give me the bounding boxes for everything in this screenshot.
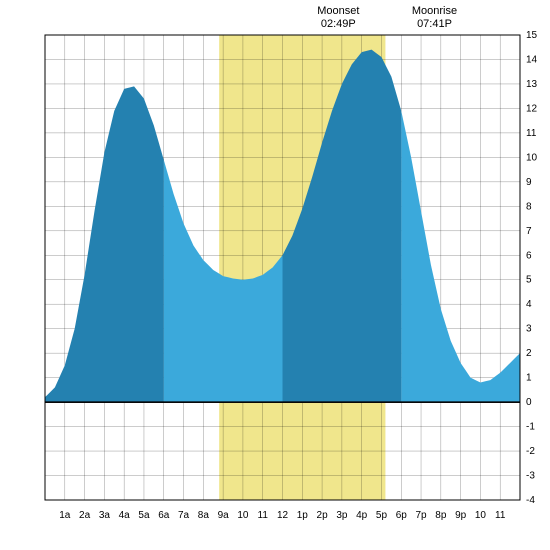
y-tick-label: 14 bbox=[526, 54, 538, 65]
tide-chart: 1514131211109876543210-1-2-3-41a2a3a4a5a… bbox=[0, 0, 550, 550]
x-tick-label: 10 bbox=[237, 510, 249, 521]
x-tick-label: 6p bbox=[396, 510, 408, 521]
y-tick-label: 13 bbox=[526, 79, 538, 90]
y-tick-label: 5 bbox=[526, 275, 532, 286]
moonrise-time: 07:41P bbox=[417, 18, 452, 30]
y-tick-label: 12 bbox=[526, 103, 538, 114]
x-tick-label: 4a bbox=[119, 510, 131, 521]
y-tick-label: 3 bbox=[526, 324, 532, 335]
x-tick-label: 9a bbox=[218, 510, 230, 521]
moonset-label: Moonset bbox=[317, 5, 359, 17]
x-tick-label: 11 bbox=[495, 510, 506, 521]
x-tick-label: 12 bbox=[277, 510, 289, 521]
moonset-time: 02:49P bbox=[321, 18, 356, 30]
x-tick-label: 8p bbox=[435, 510, 447, 521]
x-tick-label: 7a bbox=[178, 510, 190, 521]
x-tick-label: 6a bbox=[158, 510, 170, 521]
x-tick-label: 10 bbox=[475, 510, 487, 521]
y-tick-label: 15 bbox=[526, 30, 538, 41]
y-tick-label: 2 bbox=[526, 348, 532, 359]
x-tick-label: 9p bbox=[455, 510, 467, 521]
y-tick-label: -2 bbox=[526, 446, 535, 457]
x-tick-label: 1p bbox=[297, 510, 309, 521]
y-tick-label: 9 bbox=[526, 177, 532, 188]
y-tick-label: 11 bbox=[526, 128, 537, 139]
chart-svg: 1514131211109876543210-1-2-3-41a2a3a4a5a… bbox=[0, 0, 550, 550]
x-tick-label: 2a bbox=[79, 510, 91, 521]
moonrise-label: Moonrise bbox=[412, 5, 457, 17]
y-tick-label: -3 bbox=[526, 471, 535, 482]
y-tick-label: 6 bbox=[526, 250, 532, 261]
x-tick-label: 2p bbox=[317, 510, 329, 521]
y-tick-label: 7 bbox=[526, 226, 532, 237]
x-tick-label: 11 bbox=[258, 510, 269, 521]
x-tick-label: 3a bbox=[99, 510, 111, 521]
x-tick-label: 4p bbox=[356, 510, 368, 521]
x-tick-label: 5a bbox=[138, 510, 150, 521]
y-tick-label: 1 bbox=[526, 373, 532, 384]
x-tick-label: 1a bbox=[59, 510, 71, 521]
x-tick-label: 7p bbox=[415, 510, 427, 521]
y-tick-label: 0 bbox=[526, 397, 532, 408]
x-tick-label: 8a bbox=[198, 510, 210, 521]
x-tick-label: 3p bbox=[336, 510, 348, 521]
y-tick-label: 8 bbox=[526, 201, 532, 212]
y-tick-label: 10 bbox=[526, 152, 538, 163]
y-tick-label: 4 bbox=[526, 299, 532, 310]
x-tick-label: 5p bbox=[376, 510, 388, 521]
y-tick-label: -1 bbox=[526, 422, 535, 433]
y-tick-label: -4 bbox=[526, 495, 535, 506]
